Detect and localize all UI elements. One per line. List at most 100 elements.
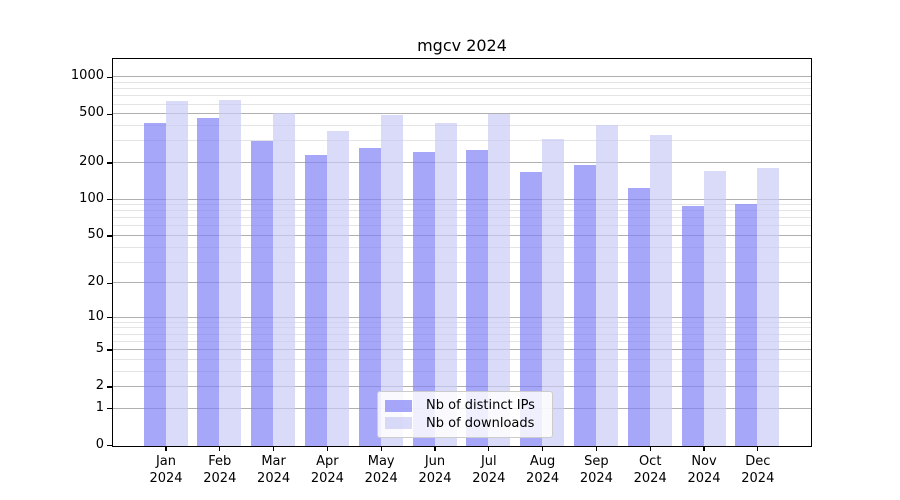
x-axis-tick-label: Jun 2024 (400, 453, 470, 487)
legend-swatch-distinct-ips (385, 399, 412, 412)
year-label: 2024 (364, 470, 398, 486)
y-axis-tick-label: 1 (95, 399, 104, 415)
year-label: 2024 (257, 470, 291, 486)
x-axis-tick (326, 447, 329, 451)
year-label: 2024 (203, 470, 237, 486)
bar-downloads-jul (488, 113, 511, 446)
minor-gridline (113, 246, 811, 248)
x-axis-tick-label: Dec 2024 (723, 453, 793, 487)
bar-downloads-apr (326, 130, 349, 446)
month-label: Apr (316, 453, 339, 469)
x-axis-tick (541, 447, 544, 451)
x-axis-tick-label: Jul 2024 (454, 453, 524, 487)
y-axis-tick-label: 100 (79, 190, 104, 206)
minor-gridline (113, 95, 811, 97)
bar-distinct-ips-dec (735, 203, 758, 446)
major-gridline (113, 198, 811, 200)
minor-gridline (113, 261, 811, 263)
y-axis-tick (107, 76, 112, 79)
bar-distinct-ips-jan (143, 123, 166, 446)
bar-downloads-sep (595, 124, 618, 446)
x-axis-tick-label: Mar 2024 (239, 453, 309, 487)
y-axis-tick-label: 50 (87, 227, 104, 243)
y-axis-tick (107, 317, 112, 319)
major-gridline (113, 161, 811, 163)
year-label: 2024 (687, 470, 721, 486)
x-axis-tick-label: Nov 2024 (669, 453, 739, 487)
y-axis-tick (107, 407, 112, 410)
legend-item: Nb of downloads (385, 415, 544, 433)
legend-item: Nb of distinct IPs (385, 397, 544, 415)
minor-gridline (113, 140, 811, 142)
minor-gridline (113, 321, 811, 323)
y-axis-tick-label: 200 (79, 153, 104, 169)
x-axis-tick (434, 447, 436, 451)
major-gridline (113, 282, 811, 284)
y-axis-tick (107, 162, 112, 164)
x-axis-tick (757, 447, 759, 451)
major-gridline (113, 385, 811, 387)
y-axis-tick (107, 349, 112, 351)
month-label: Jun (424, 453, 446, 469)
major-gridline (113, 235, 811, 237)
y-axis-tick-label: 1000 (70, 68, 104, 84)
y-axis-tick-label: 20 (87, 274, 104, 290)
year-label: 2024 (472, 470, 506, 486)
x-axis-tick (219, 447, 221, 451)
minor-gridline (113, 82, 811, 84)
year-label: 2024 (633, 470, 667, 486)
month-label: Mar (261, 453, 286, 469)
x-axis-tick (703, 447, 705, 451)
x-axis-tick-label: Jan 2024 (131, 453, 201, 487)
minor-gridline (113, 358, 811, 360)
major-gridline (113, 76, 811, 78)
y-axis-tick (107, 386, 112, 388)
minor-gridline (113, 125, 811, 127)
bar-downloads-may (380, 114, 403, 446)
bar-distinct-ips-apr (304, 154, 327, 446)
month-label: Jul (480, 453, 497, 469)
legend: Nb of distinct IPs Nb of downloads (377, 391, 553, 438)
legend-item-label: Nb of downloads (426, 415, 535, 431)
month-label: Nov (691, 453, 717, 469)
x-axis-tick (165, 447, 167, 451)
bar-distinct-ips-mar (251, 140, 274, 446)
x-axis-tick-label: May 2024 (346, 453, 416, 487)
year-label: 2024 (579, 470, 613, 486)
month-label: May (367, 453, 395, 469)
minor-gridline (113, 340, 811, 342)
bar-distinct-ips-jun (412, 151, 435, 446)
plot-area: Nb of distinct IPs Nb of downloads (112, 58, 812, 447)
month-label: Jan (155, 453, 177, 469)
y-axis-tick (107, 198, 112, 201)
bar-downloads-dec (757, 167, 780, 446)
x-axis-tick-label: Apr 2024 (292, 453, 362, 487)
y-axis-tick-label: 5 (95, 341, 104, 357)
month-label: Feb (208, 453, 232, 469)
bar-downloads-aug (542, 139, 565, 446)
y-axis-tick (107, 282, 112, 284)
x-axis-tick-label: Feb 2024 (185, 453, 255, 487)
chart-title: mgcv 2024 (417, 36, 507, 55)
month-label: Oct (638, 453, 662, 469)
y-axis-tick-label: 500 (79, 105, 104, 121)
legend-item-label: Nb of distinct IPs (426, 398, 535, 414)
x-axis-tick (595, 447, 598, 451)
y-axis-tick-label: 2 (95, 377, 104, 393)
minor-gridline (113, 103, 811, 105)
year-label: 2024 (149, 470, 183, 486)
legend-swatch-downloads (385, 417, 412, 430)
bar-downloads-oct (649, 134, 672, 446)
minor-gridline (113, 210, 811, 212)
x-axis-tick (272, 447, 275, 451)
minor-gridline (113, 333, 811, 335)
bar-distinct-ips-may (358, 147, 381, 446)
x-axis-tick-label: Oct 2024 (615, 453, 685, 487)
x-axis-tick-label: Sep 2024 (561, 453, 631, 487)
year-label: 2024 (310, 470, 344, 486)
bar-distinct-ips-sep (573, 164, 596, 446)
year-label: 2024 (418, 470, 452, 486)
minor-gridline (113, 204, 811, 206)
y-axis-tick (107, 113, 112, 115)
